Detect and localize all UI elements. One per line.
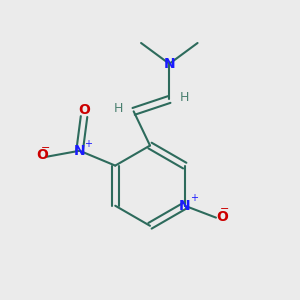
Text: O: O (78, 103, 90, 117)
Text: +: + (84, 139, 92, 149)
Text: N: N (179, 199, 190, 213)
Text: −: − (220, 204, 230, 214)
Text: O: O (36, 148, 48, 162)
Text: N: N (74, 144, 85, 158)
Text: H: H (113, 103, 123, 116)
Text: −: − (41, 143, 50, 153)
Text: O: O (217, 210, 228, 224)
Text: H: H (180, 91, 190, 103)
Text: +: + (190, 193, 198, 203)
Text: N: N (164, 57, 175, 71)
